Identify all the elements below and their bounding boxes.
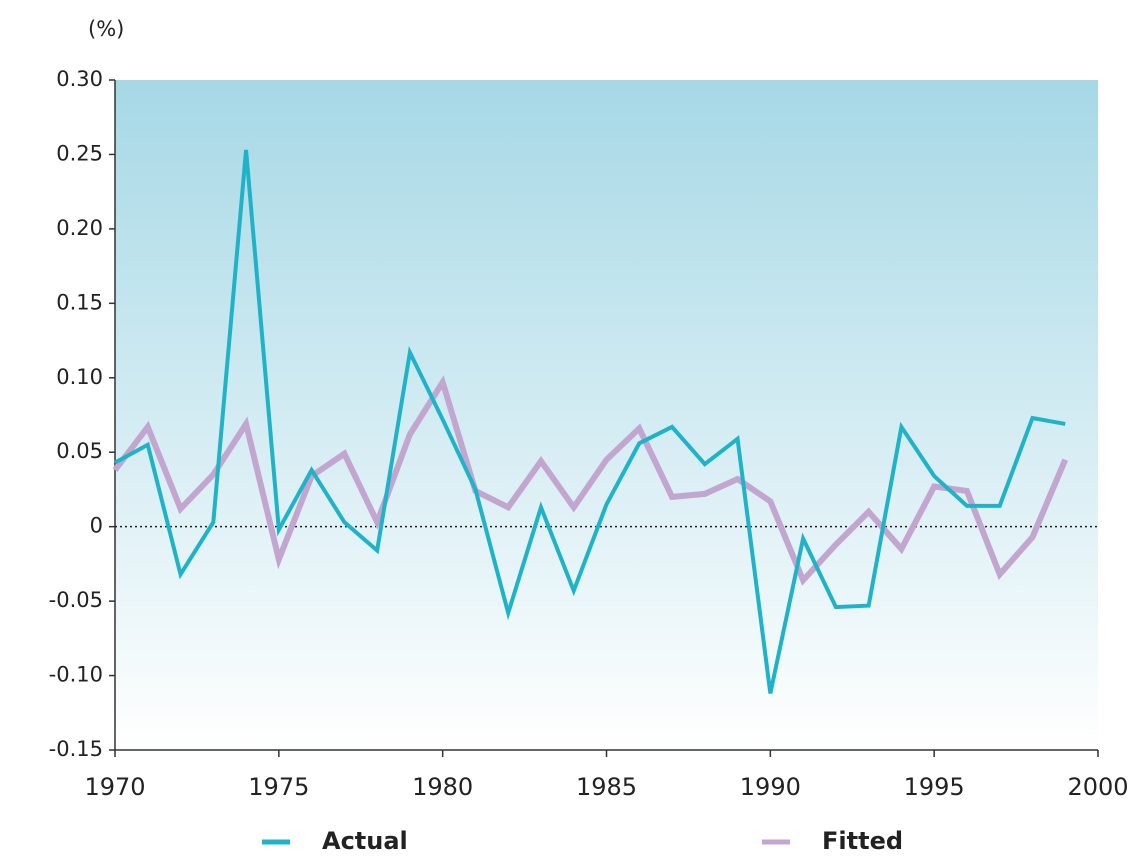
legend-label: Fitted [822, 827, 903, 854]
y-tick-label: -0.05 [49, 588, 103, 612]
y-tick-label: -0.10 [49, 663, 103, 687]
x-tick-label: 1995 [904, 773, 965, 801]
y-tick-label: 0.30 [56, 67, 103, 91]
plot-background [115, 80, 1098, 750]
series-line [114, 149, 1066, 694]
legend-label: Actual [322, 827, 408, 854]
y-tick-label: -0.15 [49, 737, 103, 761]
y-tick-label: 0.05 [56, 439, 103, 463]
x-tick-label: 1975 [248, 773, 309, 801]
x-tick-label: 1990 [740, 773, 801, 801]
y-tick-label: 0.10 [56, 365, 103, 389]
series-line [112, 375, 1068, 586]
y-tick-label: 0.20 [56, 216, 103, 240]
x-tick-label: 1970 [84, 773, 145, 801]
unit-label: (%) [88, 17, 124, 41]
x-tick-label: 2000 [1067, 773, 1128, 801]
y-tick-label: 0 [90, 514, 103, 538]
y-tick-label: 0.25 [56, 141, 103, 165]
y-tick-label: 0.15 [56, 290, 103, 314]
x-tick-label: 1985 [576, 773, 637, 801]
x-tick-label: 1980 [412, 773, 473, 801]
